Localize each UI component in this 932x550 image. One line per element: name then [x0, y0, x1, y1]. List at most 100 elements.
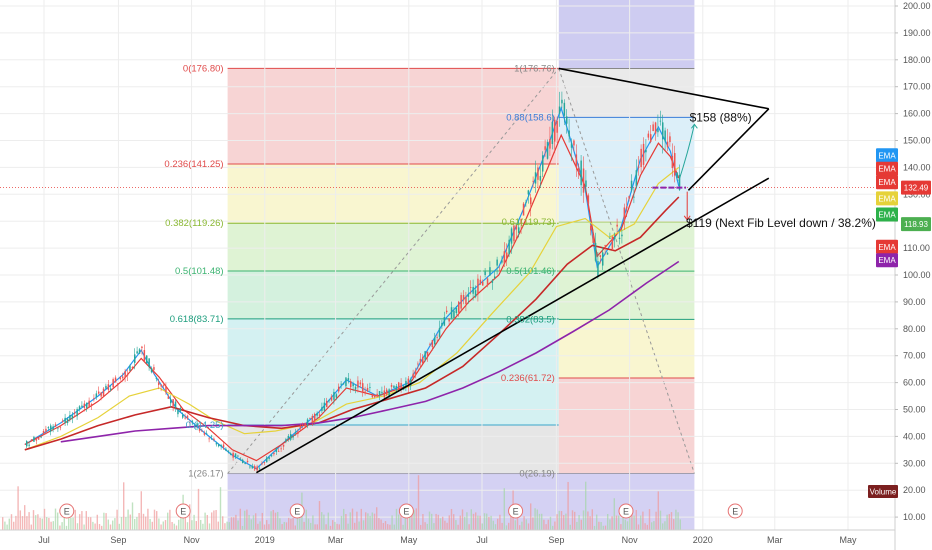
candle-body	[424, 351, 426, 360]
volume-bar	[371, 512, 373, 530]
candle-body	[254, 466, 256, 470]
volume-bar	[565, 513, 567, 530]
volume-bar	[94, 523, 96, 530]
volume-bar	[32, 510, 35, 530]
volume-bar	[131, 502, 134, 530]
candle-body	[508, 239, 510, 255]
volume-bar	[651, 522, 653, 530]
earnings-marker-label: E	[64, 507, 70, 517]
candle-body	[316, 412, 318, 416]
y-axis[interactable]: 200.00 190.00 180.00 170.00 160.00 150.00 140.…	[894, 0, 931, 550]
candle-body	[201, 430, 203, 432]
x-tick-label: 2019	[255, 535, 275, 545]
candle-body	[83, 403, 86, 408]
candle-body	[633, 196, 635, 198]
volume-bar	[411, 509, 413, 530]
volume-bar	[70, 517, 72, 530]
volume-bar	[318, 501, 321, 530]
volume-bar	[145, 516, 147, 530]
candle-body	[102, 388, 105, 397]
volume-tag-label: Volume	[870, 488, 897, 497]
candle-body	[218, 444, 220, 447]
volume-bar	[292, 517, 294, 530]
volume-bar	[508, 522, 510, 530]
volume-bar	[395, 508, 398, 530]
y-tick-label: 160.00	[903, 109, 931, 119]
volume-bar	[657, 491, 659, 530]
volume-bar	[123, 482, 125, 530]
volume-bar	[19, 510, 21, 530]
candle-body	[330, 396, 333, 401]
volume-bar	[545, 524, 547, 530]
volume-bar	[492, 520, 494, 530]
candle-body	[213, 438, 215, 440]
volume-tag	[868, 485, 898, 498]
volume-bar	[153, 509, 156, 530]
volume-bar	[323, 514, 325, 530]
volume-bar	[618, 515, 620, 530]
volume-bar	[589, 516, 591, 530]
volume-bar	[668, 514, 670, 530]
fib-level-label: 0.5(101.48)	[175, 266, 224, 277]
candle-body	[357, 380, 359, 388]
x-axis: Jul Sep Nov 2019 Mar May Jul Sep Nov 2020 Mar May E E…	[0, 503, 895, 545]
volume-bar	[591, 509, 593, 530]
up-arrow-head	[691, 123, 698, 129]
fib-time-zone	[558, 0, 695, 69]
candle-body	[489, 267, 491, 276]
volume-bar	[246, 509, 248, 530]
volume-bar	[499, 514, 501, 530]
volume-bar	[382, 523, 384, 530]
volume-bar	[277, 511, 279, 530]
volume-bar	[459, 515, 461, 530]
candle-body	[290, 433, 292, 440]
candle-body	[347, 378, 350, 381]
candle-body	[369, 387, 371, 388]
volume-bar	[272, 509, 274, 530]
volume-bar	[670, 512, 673, 530]
fib-zone-left	[227, 68, 559, 165]
ema-line	[24, 196, 680, 451]
volume-bar	[107, 519, 109, 530]
volume-bar	[534, 508, 536, 530]
candle-body	[57, 427, 59, 429]
volume-bar	[178, 519, 180, 530]
fib-level-label: 0.(44.25)	[186, 420, 224, 431]
candle-body	[323, 402, 326, 411]
volume-bar	[189, 504, 191, 530]
candle-body	[167, 396, 170, 399]
fib-zone-left	[227, 271, 559, 319]
candle-body	[227, 451, 230, 453]
candle-body	[302, 424, 304, 426]
volume-bar	[360, 508, 362, 530]
candle-body	[28, 444, 30, 446]
candle-body	[326, 400, 328, 408]
candle-body	[594, 242, 597, 261]
volume-bar	[310, 522, 312, 530]
volume-bar	[356, 511, 358, 530]
price-tags: EMA EMA EMA EMA EMA 132.49 EMA 118.93 EMA Volume	[868, 148, 931, 498]
candle-body	[429, 344, 431, 346]
volume-bar	[406, 513, 409, 530]
volume-bar	[30, 524, 32, 530]
fib-zone-right	[558, 221, 695, 272]
volume-bar	[479, 515, 481, 530]
candle-body	[676, 172, 678, 179]
candle-body	[525, 202, 527, 204]
volume-bar	[424, 522, 426, 530]
candle-body	[570, 143, 573, 148]
volume-bar	[129, 514, 131, 530]
candle-body	[446, 310, 448, 313]
volume-bar	[167, 512, 169, 530]
volume-bar	[402, 524, 404, 530]
candle-body	[426, 351, 429, 357]
candle-body	[597, 261, 599, 277]
candle-body	[297, 431, 299, 434]
candle-body	[134, 354, 136, 363]
price-tag-label: EMA	[878, 178, 896, 187]
x-tick-label: Nov	[622, 535, 639, 545]
volume-bar	[571, 510, 574, 530]
candle-body	[561, 99, 563, 104]
x-tick-label: May	[839, 535, 857, 545]
